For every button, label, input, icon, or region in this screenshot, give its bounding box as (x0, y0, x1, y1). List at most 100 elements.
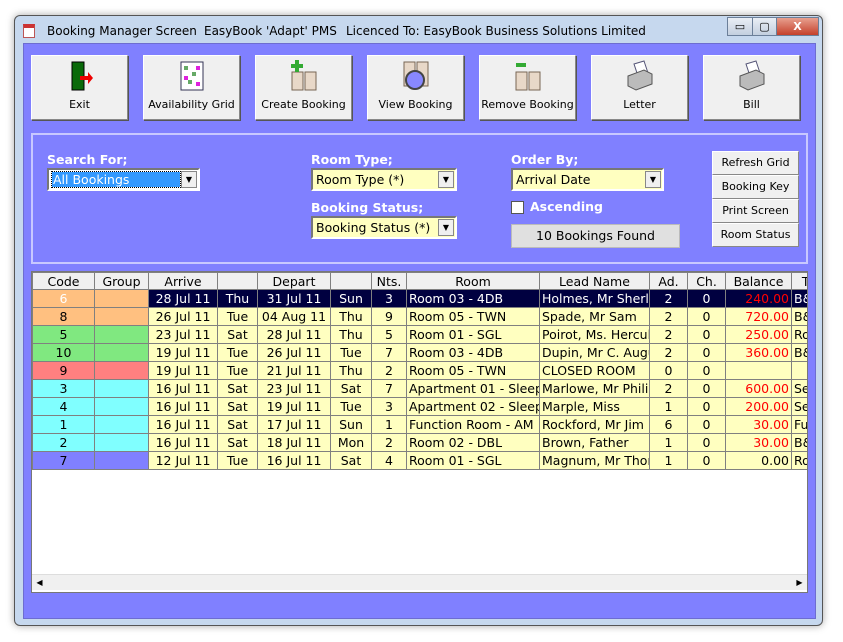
minimize-button[interactable]: ▭ (727, 17, 753, 36)
cell-ta: Se (791, 397, 807, 416)
search-for-select[interactable]: All Bookings ▼ (47, 168, 200, 191)
column-header[interactable]: Ad. (649, 272, 688, 290)
table-row[interactable]: 2 16 Jul 11 Sat 18 Jul 11 Mon 2 Room 02 - DBL B… (32, 433, 807, 452)
cell-code: 5 (32, 325, 95, 344)
room-type-value: Room Type (*) (316, 172, 405, 187)
cell-room: Room 05 - TWN (406, 307, 540, 326)
column-header[interactable]: Room (406, 272, 540, 290)
column-header[interactable]: Group (94, 272, 149, 290)
cell-room: Function Room - AM (406, 415, 540, 434)
column-header[interactable]: Lead Name (539, 272, 650, 290)
cell-aday: Thu (217, 289, 258, 308)
column-header[interactable]: Ch. (687, 272, 726, 290)
column-header[interactable]: Ta (791, 272, 807, 290)
search-for-label: Search For; (47, 152, 128, 167)
cell-depart: 16 Jul 11 (257, 451, 331, 470)
view-booking-button[interactable]: View Booking (367, 55, 464, 120)
order-by-select[interactable]: Arrival Date ▼ (511, 168, 664, 191)
table-row[interactable]: 8 26 Jul 11 Tue 04 Aug 11 Thu 9 Room 05 - TWN S… (32, 307, 807, 326)
booking-status-value: Booking Status (*) (316, 220, 431, 235)
cell-code: 3 (32, 379, 95, 398)
remove-booking-button[interactable]: Remove Booking (479, 55, 576, 120)
cell-dday: Sun (330, 415, 372, 434)
cell-code: 1 (32, 415, 95, 434)
availability-grid-button[interactable]: Availability Grid (143, 55, 240, 120)
cell-ch: 0 (687, 361, 726, 380)
table-row[interactable]: 9 19 Jul 11 Tue 21 Jul 11 Thu 2 Room 05 - TWN C… (32, 361, 807, 380)
cell-code: 6 (32, 289, 95, 308)
scroll-right-icon[interactable]: ▶ (793, 576, 806, 589)
room-type-select[interactable]: Room Type (*) ▼ (311, 168, 457, 191)
table-row[interactable]: 10 19 Jul 11 Tue 26 Jul 11 Tue 7 Room 03 - 4DB… (32, 343, 807, 362)
column-header[interactable]: Depart (257, 272, 331, 290)
cell-depart: 04 Aug 11 (257, 307, 331, 326)
table-row[interactable]: 4 16 Jul 11 Sat 19 Jul 11 Tue 3 Apartment 02 -… (32, 397, 807, 416)
cell-depart: 18 Jul 11 (257, 433, 331, 452)
booking-key-button[interactable]: Booking Key (712, 175, 799, 199)
search-for-value: All Bookings (51, 171, 181, 188)
column-header[interactable]: Nts. (371, 272, 407, 290)
column-header[interactable]: Code (32, 272, 95, 290)
cell-ad: 0 (649, 361, 688, 380)
order-by-label: Order By; (511, 152, 579, 167)
cell-ch: 0 (687, 433, 726, 452)
cell-code: 7 (32, 451, 95, 470)
toolbar-button-label: Create Booking (261, 98, 346, 111)
bill-button[interactable]: Bill (703, 55, 800, 120)
cell-balance: 720.00 (725, 307, 792, 326)
chevron-down-icon[interactable]: ▼ (181, 171, 197, 188)
toolbar-button-label: Bill (743, 98, 760, 111)
room-status-button[interactable]: Room Status (712, 223, 799, 247)
chevron-down-icon[interactable]: ▼ (645, 171, 661, 188)
cell-lead: Holmes, Mr Sherlock (539, 289, 650, 308)
cell-ad: 1 (649, 451, 688, 470)
create-booking-button[interactable]: Create Booking (255, 55, 352, 120)
cell-code: 10 (32, 343, 95, 362)
column-header[interactable] (217, 272, 258, 290)
cell-lead: Dupin, Mr C. Auguste (539, 343, 650, 362)
table-row[interactable]: 6 28 Jul 11 Thu 31 Jul 11 Sun 3 Room 03 - 4DB H… (32, 289, 807, 308)
cell-aday: Tue (217, 343, 258, 362)
table-row[interactable]: 7 12 Jul 11 Tue 16 Jul 11 Sat 4 Room 01 - SGL M… (32, 451, 807, 470)
order-by-value: Arrival Date (516, 172, 591, 187)
maximize-button[interactable]: ▢ (752, 17, 777, 36)
cell-ta: Ro (791, 325, 807, 344)
chevron-down-icon[interactable]: ▼ (438, 219, 454, 236)
letter-button[interactable]: Letter (591, 55, 688, 120)
cell-room: Room 02 - DBL (406, 433, 540, 452)
column-header[interactable]: Arrive (148, 272, 218, 290)
scroll-left-icon[interactable]: ◀ (33, 576, 46, 589)
app-name: EasyBook 'Adapt' PMS (204, 24, 337, 38)
cell-depart: 31 Jul 11 (257, 289, 331, 308)
cell-room: Room 03 - 4DB (406, 343, 540, 362)
chevron-down-icon[interactable]: ▼ (438, 171, 454, 188)
exit-button[interactable]: Exit (31, 55, 128, 120)
print-screen-button[interactable]: Print Screen (712, 199, 799, 223)
cell-group (94, 361, 149, 380)
column-header[interactable]: Balance (725, 272, 792, 290)
cell-ch: 0 (687, 379, 726, 398)
cell-lead: Spade, Mr Sam (539, 307, 650, 326)
table-row[interactable]: 1 16 Jul 11 Sat 17 Jul 11 Sun 1 Function Room … (32, 415, 807, 434)
cell-dday: Mon (330, 433, 372, 452)
cell-depart: 19 Jul 11 (257, 397, 331, 416)
app-icon (23, 24, 35, 38)
refresh-grid-button[interactable]: Refresh Grid (712, 151, 799, 175)
table-row[interactable]: 5 23 Jul 11 Sat 28 Jul 11 Thu 5 Room 01 - SGL P… (32, 325, 807, 344)
ascending-checkbox[interactable] (511, 201, 524, 214)
cell-ad: 2 (649, 307, 688, 326)
table-row[interactable]: 3 16 Jul 11 Sat 23 Jul 11 Sat 7 Apartment 01 -… (32, 379, 807, 398)
exit-door-icon (66, 60, 94, 92)
horizontal-scrollbar[interactable]: ◀ ▶ (32, 574, 807, 590)
cell-arrive: 12 Jul 11 (148, 451, 218, 470)
cell-lead: CLOSED ROOM (539, 361, 650, 380)
column-header[interactable] (330, 272, 372, 290)
cell-lead: Marlowe, Mr Philip (539, 379, 650, 398)
booking-status-select[interactable]: Booking Status (*) ▼ (311, 216, 457, 239)
cell-dday: Thu (330, 307, 372, 326)
cell-group (94, 397, 149, 416)
cell-dday: Thu (330, 361, 372, 380)
toolbar-button-label: Exit (69, 98, 90, 111)
close-button[interactable]: X (776, 17, 819, 36)
cell-ch: 0 (687, 343, 726, 362)
